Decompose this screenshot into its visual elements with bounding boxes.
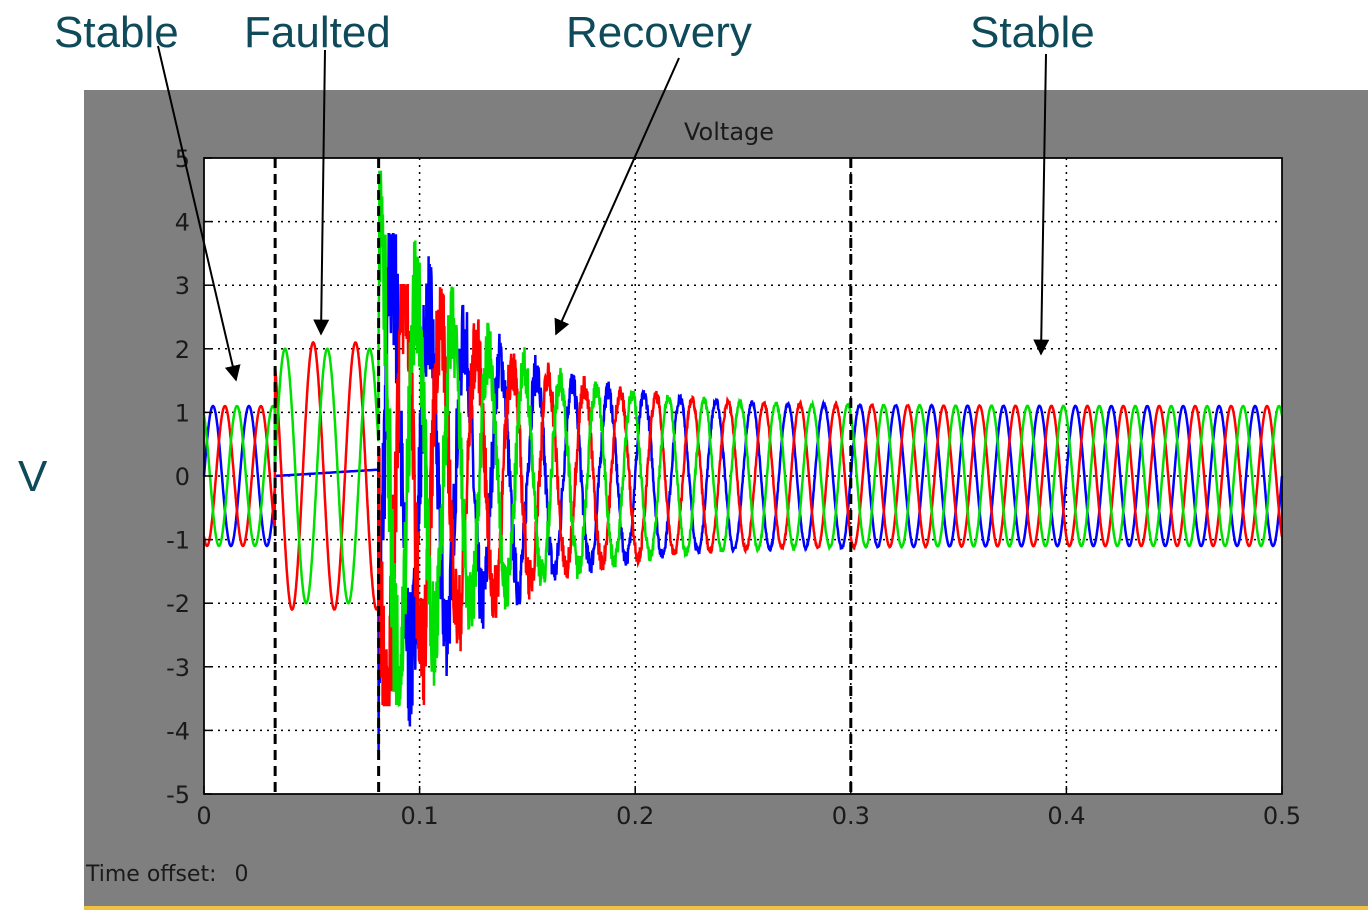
time-offset-value: 0 <box>234 862 249 887</box>
annotation-stable-right: Stable <box>970 8 1095 57</box>
y-tick-label-6: -1 <box>166 527 190 555</box>
y-tick-label-10: -5 <box>166 781 190 809</box>
annotation-faulted: Faulted <box>244 8 391 57</box>
x-tick-label-1: 0.1 <box>401 802 439 830</box>
time-offset-label: Time offset: <box>86 862 217 887</box>
series-line-1 <box>202 283 1284 707</box>
annotation-arrow-2 <box>554 57 680 336</box>
y-tick-label-8: -3 <box>166 654 190 682</box>
chart-title: Voltage <box>684 118 775 146</box>
annotation-arrow-1 <box>313 49 330 336</box>
annotation-stable-left: Stable <box>54 8 179 57</box>
y-tick-label-7: -2 <box>166 590 190 618</box>
y-tick-label-5: 0 <box>175 463 190 491</box>
annotation-arrow-3 <box>1033 53 1050 356</box>
time-offset: Time offset: 0 <box>86 862 249 887</box>
series-line-2 <box>202 170 1284 708</box>
x-tick-label-2: 0.2 <box>616 802 654 830</box>
y-tick-label-3: 2 <box>175 336 190 364</box>
annotation-arrow-0 <box>157 45 241 382</box>
y-tick-label-9: -4 <box>166 717 190 745</box>
y-tick-label-4: 1 <box>175 399 190 427</box>
x-tick-label-3: 0.3 <box>832 802 870 830</box>
y-tick-label-2: 3 <box>175 272 190 300</box>
y-axis-label: V <box>18 452 48 501</box>
series-line-0 <box>202 233 1284 760</box>
x-tick-label-4: 0.4 <box>1047 802 1085 830</box>
x-tick-label-5: 0.5 <box>1263 802 1301 830</box>
annotation-recovery: Recovery <box>566 8 752 57</box>
x-tick-label-0: 0 <box>196 802 211 830</box>
y-tick-label-1: 4 <box>175 209 190 237</box>
scope-bottom-border <box>84 906 1368 910</box>
